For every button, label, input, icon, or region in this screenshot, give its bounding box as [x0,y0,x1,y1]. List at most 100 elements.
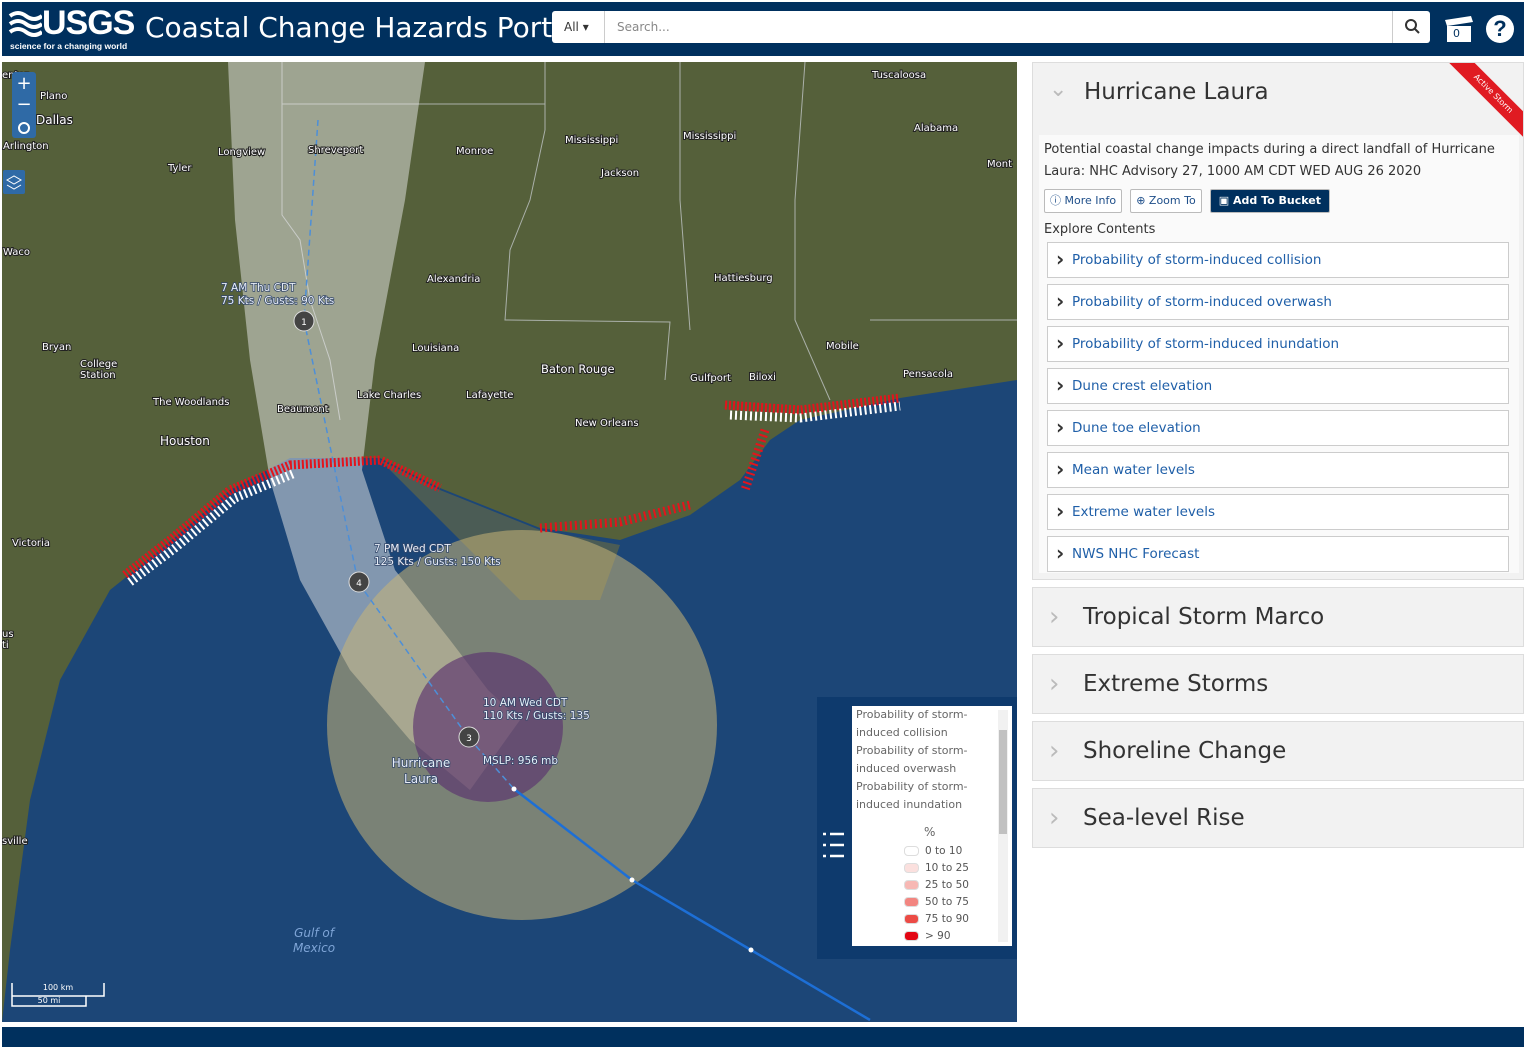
place-label: The Woodlands [152,397,229,408]
storm-name: Hurricane [392,756,451,770]
place-label: Pensacola [903,369,953,380]
legend-classes: 0 to 10 10 to 25 25 to 50 50 to 75 75 to 90 >… [904,843,969,945]
legend-class: 50 to 75 [904,894,969,911]
section-header[interactable]: Sea-level Rise [1032,788,1524,848]
storm-number: 4 [356,579,362,589]
zoom-to-button[interactable]: ⊕ Zoom To [1130,189,1202,213]
legend-toggle[interactable] [823,832,844,858]
map[interactable]: enton Plano Dallas Arlington Tyler Longv… [2,62,1017,1022]
explore-item[interactable]: Dune crest elevation [1047,368,1509,404]
explore-item[interactable]: Dune toe elevation [1047,410,1509,446]
more-info-button[interactable]: ⓘ More Info [1044,189,1123,213]
gulf-label: Mexico [293,941,335,955]
place-label: Plano [40,91,67,102]
legend-scrollbar[interactable] [998,710,1008,942]
place-label: Dallas [36,113,73,127]
place-labels: enton Plano Dallas Arlington Tyler Longv… [2,69,1013,848]
coastal-hazard-markers [122,393,901,586]
storm-name: Laura [404,772,438,786]
explore-item[interactable]: NWS NHC Forecast [1047,536,1509,572]
legend-layers: Probability of storm-induced collision P… [856,706,996,814]
legend-class-label: 75 to 90 [925,913,969,925]
section-header[interactable]: Shoreline Change [1032,721,1524,781]
storm-wind: 125 Kts / Gusts: 150 Kts [374,556,501,568]
storm-number: 3 [466,734,472,744]
legend-swatch [904,897,919,907]
panel-title[interactable]: Hurricane Laura [1084,79,1269,105]
zoom-out[interactable]: − [16,94,31,115]
storm-icon[interactable] [458,726,480,748]
place-label: Shreveport [308,145,363,156]
legend-class: 25 to 50 [904,877,969,894]
search-input[interactable]: Search... [617,20,670,34]
legend-class: 10 to 25 [904,860,969,877]
button-label: Zoom To [1148,194,1196,207]
place-label: Mobile [826,341,859,352]
bucket-icon [1445,16,1473,42]
place-label: Louisiana [412,343,459,354]
bucket-button[interactable]: 0 [1443,14,1475,44]
explore-item[interactable]: Mean water levels [1047,452,1509,488]
section-header[interactable]: Extreme Storms [1032,654,1524,714]
storm-time: 7 PM Wed CDT [374,543,451,555]
place-label: Longview [218,147,265,158]
panel-body: Potential coastal change impacts during … [1039,135,1519,573]
header: USGS science for a changing world Coasta… [2,2,1524,56]
legend-swatch [904,931,919,941]
zoom-in[interactable]: + [16,73,31,94]
search-button[interactable] [1392,11,1431,43]
locate-button[interactable] [18,122,30,134]
storm-number: 1 [301,318,307,328]
place-label: Victoria [12,538,50,549]
logo-text: USGS [42,4,135,42]
add-to-bucket-button[interactable]: ▣ Add To Bucket [1209,189,1331,213]
storm-wind: 75 Kts / Gusts: 90 Kts [221,295,334,307]
place-label: Houston [160,434,210,448]
legend-swatch [904,863,919,873]
track-point [511,786,517,792]
filter-label: All [564,20,579,34]
place-label: New Orleans [575,418,639,429]
legend-class: > 90 [904,928,969,945]
legend: Probability of storm-induced collision P… [852,706,1012,946]
hurricane-wind-field [413,652,563,802]
explore-item[interactable]: Probability of storm-induced inundation [1047,326,1509,362]
legend-class-label: > 90 [925,930,951,942]
explore-heading: Explore Contents [1044,222,1156,237]
place-label: Monroe [456,146,493,157]
storm-icon[interactable] [348,571,370,593]
explore-item[interactable]: Probability of storm-induced collision [1047,242,1509,278]
storm-time: 7 AM Thu CDT [221,282,296,294]
help-button[interactable]: ? [1486,15,1514,43]
usgs-logo[interactable]: USGS science for a changing world [6,4,136,54]
explore-item[interactable]: Extreme water levels [1047,494,1509,530]
zoom-panel [12,72,36,138]
search-filter[interactable]: All ▾ [552,11,605,43]
legend-class-label: 25 to 50 [925,879,969,891]
sidebar: ⌄ Hurricane Laura Active Storm Potential… [1032,62,1524,848]
gulf-label: Gulf of [294,926,336,940]
layers-button[interactable] [3,170,25,194]
storm-icon[interactable] [293,310,315,332]
legend-swatch [904,880,919,890]
legend-unit: % [924,825,936,839]
legend-layer: Probability of storm-induced overwash [856,744,968,775]
explore-item[interactable]: Probability of storm-induced overwash [1047,284,1509,320]
legend-swatch [904,914,919,924]
legend-class-label: 50 to 75 [925,896,969,908]
storm-pressure: MSLP: 956 mb [483,755,558,767]
zoom-controls: + − [3,72,36,194]
active-storm-panel: ⌄ Hurricane Laura Active Storm Potential… [1032,62,1524,580]
place-label: Station [80,370,116,381]
place-label: Tyler [167,163,192,174]
section-header[interactable]: Tropical Storm Marco [1032,587,1524,647]
collapse-icon[interactable]: ⌄ [1049,77,1068,102]
storm-wind: 110 Kts / Gusts: 135 [483,710,590,722]
bucket-count: 0 [1453,27,1460,40]
place-label: Alabama [914,123,958,134]
logo-waves [8,11,42,37]
legend-layer: Probability of storm-induced inundation [856,780,968,811]
explore-list: Probability of storm-induced collision Pr… [1039,242,1509,572]
layers-icon [5,175,23,190]
